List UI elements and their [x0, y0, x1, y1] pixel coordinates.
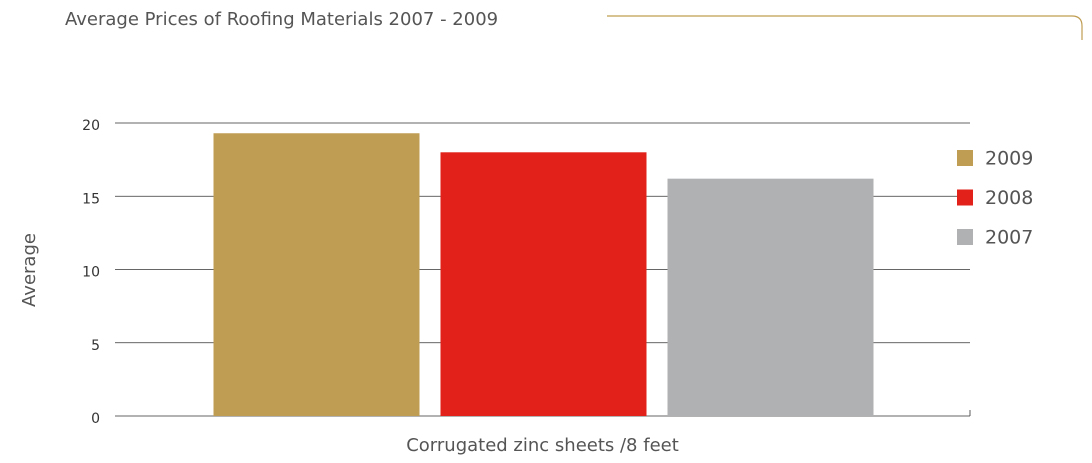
y-tick-label: 15	[82, 191, 100, 207]
chart-title: Average Prices of Roofing Materials 2007…	[65, 9, 498, 30]
y-tick-label: 5	[91, 338, 100, 354]
legend-label: 2008	[985, 187, 1033, 209]
x-tick-label: Corrugated zinc sheets /8 feet	[406, 435, 679, 456]
legend-swatch	[957, 229, 973, 245]
legend-label: 2007	[985, 227, 1033, 249]
legend-swatch	[957, 150, 973, 166]
title-rule	[607, 15, 1083, 40]
bar	[213, 133, 420, 416]
y-tick-label: 10	[82, 265, 100, 281]
y-tick-label: 20	[82, 118, 100, 134]
y-tick-label: 0	[91, 411, 100, 427]
bar	[667, 178, 874, 416]
bar	[440, 152, 647, 417]
y-axis-label: Average	[19, 233, 40, 307]
legend-label: 2009	[985, 148, 1033, 170]
legend-swatch	[957, 189, 973, 206]
